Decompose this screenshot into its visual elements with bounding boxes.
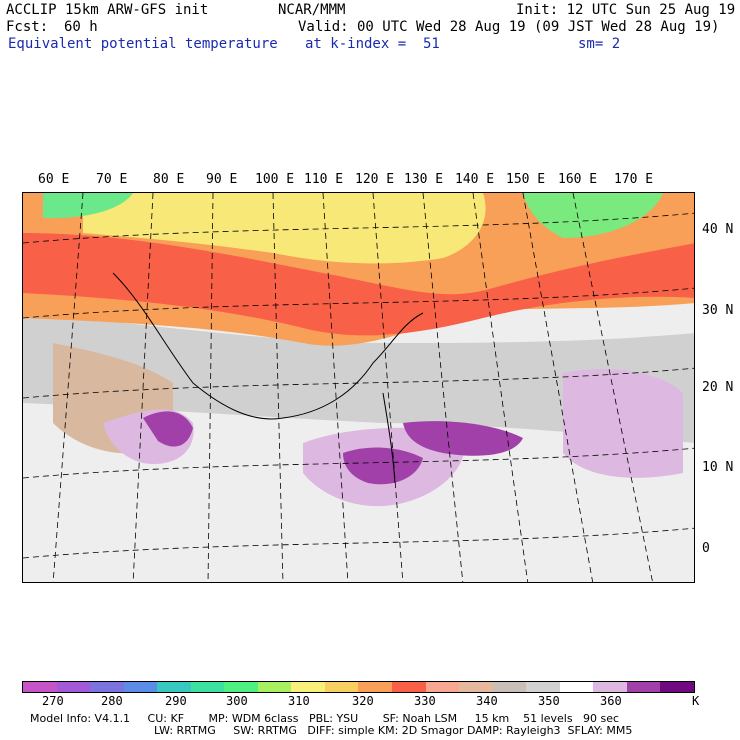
lat-label: 10 N — [702, 460, 734, 475]
colorbar-tick: 350 — [538, 694, 560, 708]
colorbar-swatch — [123, 682, 158, 692]
colorbar-swatch — [257, 682, 292, 692]
colorbar-swatch — [459, 682, 493, 692]
smoothing-value: sm= 2 — [578, 36, 621, 52]
lat-label: 20 N — [702, 380, 734, 395]
map-canvas — [23, 193, 694, 582]
organization-label: NCAR/MMM — [278, 2, 346, 18]
colorbar-swatch — [190, 682, 225, 692]
theta-e-map — [22, 192, 695, 583]
colorbar-tick: 340 — [476, 694, 498, 708]
colorbar-swatch — [324, 682, 359, 692]
colorbar-swatch — [559, 682, 594, 692]
colorbar-swatch — [660, 682, 694, 692]
valid-time: Valid: 00 UTC Wed 28 Aug 19 (09 JST Wed … — [298, 19, 720, 35]
lon-label: 170 E — [614, 172, 654, 187]
colorbar-swatch — [224, 682, 258, 692]
colorbar-tick: 330 — [414, 694, 436, 708]
lon-label: 110 E — [304, 172, 344, 187]
colorbar-unit: K — [692, 694, 700, 708]
colorbar-tick: 290 — [165, 694, 187, 708]
lon-label: 160 E — [558, 172, 598, 187]
colorbar-tick: 320 — [352, 694, 374, 708]
colorbar-tick: 310 — [288, 694, 310, 708]
colorbar-swatch — [526, 682, 560, 692]
colorbar-swatch — [291, 682, 325, 692]
colorbar-swatch — [593, 682, 627, 692]
forecast-hours: 60 h — [64, 19, 98, 35]
colorbar-swatch — [358, 682, 393, 692]
lon-label: 80 E — [153, 172, 185, 187]
lon-label: 100 E — [255, 172, 295, 187]
model-info-line: Model Info: V4.1.1 CU: KF MP: WDM 6class… — [30, 712, 620, 725]
lon-label: 90 E — [206, 172, 238, 187]
forecast-label: Fcst: — [6, 19, 49, 35]
lat-label: 30 N — [702, 303, 734, 318]
lat-label: 0 — [702, 541, 710, 556]
colorbar-swatch — [56, 682, 91, 692]
lon-label: 140 E — [455, 172, 495, 187]
colorbar-tick: 270 — [42, 694, 64, 708]
colorbar — [22, 681, 695, 693]
colorbar-swatch — [90, 682, 124, 692]
colorbar-tick: 280 — [101, 694, 123, 708]
colorbar-swatch — [157, 682, 191, 692]
level-index: at k-index = 51 — [305, 36, 440, 52]
lon-label: 130 E — [404, 172, 444, 187]
colorbar-swatch — [492, 682, 527, 692]
lat-label: 40 N — [702, 222, 734, 237]
model-title: ACCLIP 15km ARW-GFS init — [6, 2, 209, 18]
colorbar-tick: 360 — [600, 694, 622, 708]
lon-label: 60 E — [38, 172, 70, 187]
lon-label: 70 E — [96, 172, 128, 187]
field-name: Equivalent potential temperature — [8, 36, 278, 52]
colorbar-swatch — [23, 682, 57, 692]
physics-info-line: LW: RRTMG SW: RRTMG DIFF: simple KM: 2D … — [154, 724, 633, 737]
colorbar-swatch — [392, 682, 426, 692]
lon-label: 120 E — [355, 172, 395, 187]
colorbar-swatch — [626, 682, 661, 692]
init-time: Init: 12 UTC Sun 25 Aug 19 — [516, 2, 736, 18]
lon-label: 150 E — [506, 172, 546, 187]
colorbar-tick: 300 — [226, 694, 248, 708]
colorbar-swatch — [425, 682, 460, 692]
